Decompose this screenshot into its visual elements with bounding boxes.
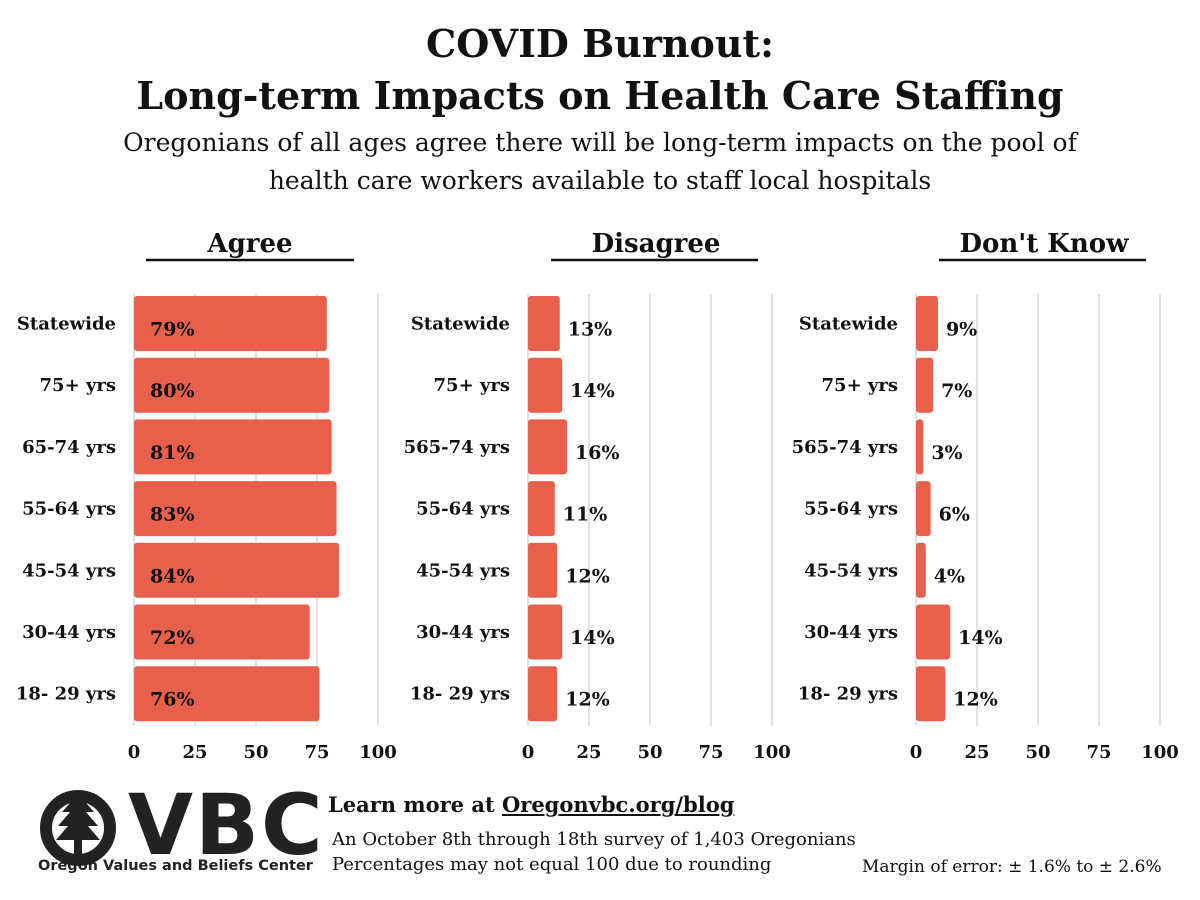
category-label-don-t-know: 55-64 yrs — [804, 499, 898, 520]
value-label-don-t-know: 9% — [946, 319, 977, 341]
value-label-disagree: 14% — [570, 380, 615, 402]
x-tick-label-don-t-know: 50 — [1025, 742, 1050, 763]
category-label-disagree: Statewide — [411, 314, 510, 335]
x-tick-label-don-t-know: 0 — [910, 742, 923, 763]
survey-note: An October 8th through 18th survey of 1,… — [332, 829, 856, 850]
value-label-agree: 81% — [150, 442, 195, 464]
category-label-agree: 65-74 yrs — [22, 437, 116, 458]
category-label-agree: Statewide — [17, 314, 116, 335]
chart-title-line1: COVID Burnout: — [425, 21, 775, 66]
bar-don-t-know — [916, 419, 924, 475]
x-tick-label-agree: 0 — [128, 742, 141, 763]
value-label-don-t-know: 6% — [939, 504, 970, 526]
chart-subtitle-line2: health care workers available to staff l… — [268, 166, 932, 195]
bar-agree — [134, 296, 327, 351]
category-label-disagree: 55-64 yrs — [416, 499, 510, 520]
category-label-disagree: 30-44 yrs — [416, 622, 510, 643]
value-label-disagree: 12% — [565, 565, 610, 587]
tree-in-circle-icon — [40, 790, 116, 866]
bar-agree — [134, 357, 330, 413]
bar-don-t-know — [916, 542, 926, 598]
bar-agree — [134, 604, 310, 660]
x-tick-label-agree: 25 — [182, 742, 207, 763]
value-label-disagree: 16% — [575, 442, 620, 464]
value-label-don-t-know: 12% — [953, 689, 998, 711]
x-tick-label-don-t-know: 75 — [1086, 742, 1111, 763]
learn-more-line: Learn more at Oregonvbc.org/blog — [328, 792, 734, 817]
value-label-disagree: 12% — [565, 689, 610, 711]
bar-don-t-know — [916, 296, 938, 351]
chart-title-line2: Long-term Impacts on Health Care Staffin… — [136, 73, 1064, 118]
blog-link[interactable]: Oregonvbc.org/blog — [501, 792, 735, 817]
value-label-don-t-know: 7% — [941, 380, 972, 402]
bar-don-t-know — [916, 666, 946, 722]
margin-of-error-note: Margin of error: ± 1.6% to ± 2.6% — [862, 857, 1162, 877]
category-label-don-t-know: 565-74 yrs — [792, 437, 898, 458]
bar-agree — [134, 419, 332, 475]
category-label-disagree: 75+ yrs — [434, 375, 510, 396]
logo-full-name: Oregon Values and Beliefs Center — [38, 858, 313, 874]
category-label-agree: 45-54 yrs — [22, 560, 116, 581]
value-label-agree: 72% — [150, 627, 195, 649]
x-tick-label-disagree: 75 — [698, 742, 723, 763]
x-tick-label-disagree: 0 — [522, 742, 535, 763]
bar-disagree — [528, 357, 563, 413]
category-label-disagree: 565-74 yrs — [404, 437, 510, 458]
category-label-agree: 30-44 yrs — [22, 622, 116, 643]
value-label-agree: 84% — [150, 565, 195, 587]
x-tick-label-agree: 75 — [304, 742, 329, 763]
x-tick-label-disagree: 25 — [576, 742, 601, 763]
value-label-agree: 83% — [150, 504, 195, 526]
category-label-agree: 75+ yrs — [40, 375, 116, 396]
bar-agree — [134, 481, 337, 537]
value-label-disagree: 11% — [563, 504, 608, 526]
bar-don-t-know — [916, 604, 951, 660]
category-label-agree: 18- 29 yrs — [16, 684, 116, 705]
category-label-don-t-know: 75+ yrs — [822, 375, 898, 396]
category-label-disagree: 45-54 yrs — [416, 560, 510, 581]
bar-agree — [134, 666, 320, 722]
value-label-agree: 76% — [150, 689, 195, 711]
category-label-agree: 55-64 yrs — [22, 499, 116, 520]
value-label-disagree: 13% — [568, 319, 613, 341]
panel-header-agree: Agree — [206, 229, 292, 259]
x-tick-label-agree: 50 — [243, 742, 268, 763]
bar-disagree — [528, 542, 558, 598]
x-tick-label-don-t-know: 25 — [964, 742, 989, 763]
x-tick-label-disagree: 50 — [637, 742, 662, 763]
value-label-agree: 79% — [150, 319, 195, 341]
x-tick-label-agree: 100 — [359, 742, 397, 763]
bar-disagree — [528, 666, 558, 722]
bar-agree — [134, 542, 339, 598]
learn-more-prefix: Learn more at — [328, 792, 502, 817]
value-label-agree: 80% — [150, 380, 195, 402]
panel-header-don-t-know: Don't Know — [959, 229, 1129, 259]
category-label-don-t-know: 18- 29 yrs — [798, 684, 898, 705]
bar-don-t-know — [916, 481, 931, 537]
bar-disagree — [528, 419, 568, 475]
bar-disagree — [528, 481, 555, 537]
x-tick-label-disagree: 100 — [753, 742, 791, 763]
x-tick-label-don-t-know: 100 — [1141, 742, 1179, 763]
value-label-don-t-know: 4% — [934, 565, 965, 587]
category-label-don-t-know: 30-44 yrs — [804, 622, 898, 643]
value-label-don-t-know: 14% — [958, 627, 1003, 649]
category-label-disagree: 18- 29 yrs — [410, 684, 510, 705]
category-label-don-t-know: 45-54 yrs — [804, 560, 898, 581]
logo-mark-text: VBC — [128, 776, 325, 874]
bar-disagree — [528, 296, 560, 351]
value-label-don-t-know: 3% — [931, 442, 962, 464]
value-label-disagree: 14% — [570, 627, 615, 649]
rounding-note: Percentages may not equal 100 due to rou… — [332, 854, 772, 875]
panel-header-disagree: Disagree — [592, 229, 721, 259]
vbc-logo: VBC Oregon Values and Beliefs Center — [36, 776, 323, 882]
bar-disagree — [528, 604, 563, 660]
chart-subtitle-line1: Oregonians of all ages agree there will … — [123, 128, 1077, 157]
bar-don-t-know — [916, 357, 934, 413]
category-label-don-t-know: Statewide — [799, 314, 898, 335]
